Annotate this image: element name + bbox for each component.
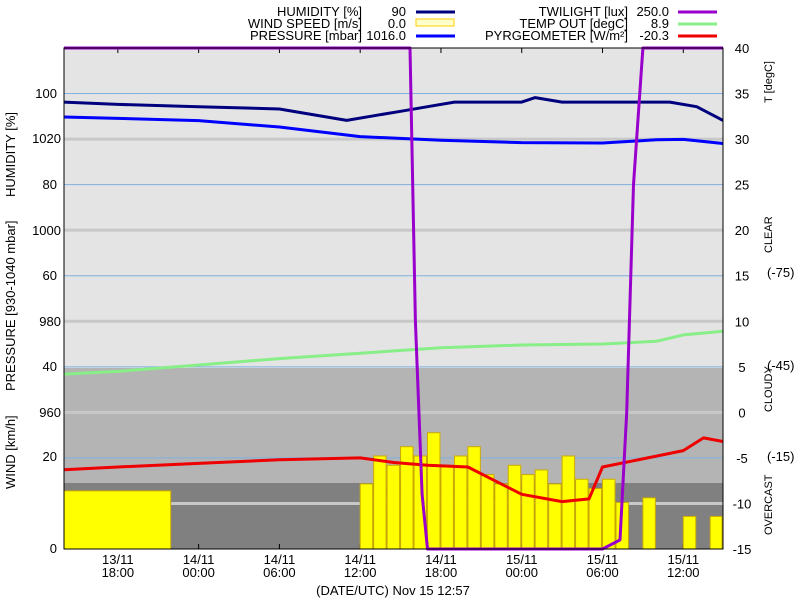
wind-bar: [642, 497, 656, 550]
legend-pyrgeometer-name: PYRGEOMETER [W/m²]: [485, 28, 628, 43]
legend-wind-swatch: [415, 18, 455, 27]
x-tick-date: 14/11: [183, 552, 215, 567]
temp-tick: 0: [738, 405, 745, 420]
wind-bar: [682, 515, 697, 550]
temp-tick: 20: [735, 223, 749, 238]
x-tick-time: 12:00: [667, 565, 700, 580]
pressure-tick-1020: 1020: [32, 131, 61, 146]
temp-tick: 30: [735, 132, 749, 147]
temp-tick: 35: [735, 87, 749, 102]
temp-tick: -10: [733, 496, 752, 511]
x-tick-date: 14/11: [264, 552, 296, 567]
left-axis-ticks: 100 1020 80 1000 60 980 40 960 20 0: [32, 86, 61, 556]
pressure-tick-1000: 1000: [32, 223, 61, 238]
wind-bar: [480, 474, 495, 550]
humidity-tick-100: 100: [35, 86, 57, 101]
wind-bar: [386, 464, 401, 550]
wind-bar: [575, 478, 589, 550]
temperature-axis-label: T [degC]: [763, 61, 775, 103]
legend-right: TWILIGHT [lux] 250.0 TEMP OUT [degC] 8.9…: [485, 4, 717, 43]
plot-frame: [63, 47, 724, 550]
zone-label-cloudy: CLOUDY: [763, 365, 775, 412]
x-tick-time: 06:00: [586, 565, 619, 580]
pressure-tick-980: 980: [39, 314, 61, 329]
temp-tick: 15: [735, 269, 749, 284]
x-tick-time: 18:00: [425, 565, 458, 580]
legend-temp-name: TEMP OUT [degC]: [519, 16, 628, 31]
wind-bar: [507, 464, 522, 550]
legend-twilight-value: 250.0: [636, 4, 669, 19]
humidity-tick-60: 60: [43, 268, 57, 283]
wind-bar: [63, 490, 172, 550]
wind-tick-20: 20: [43, 449, 57, 464]
x-tick-date: 15/11: [506, 552, 538, 567]
wind-speed-bars: [63, 432, 723, 550]
wind-bar: [534, 469, 549, 550]
legend-wind-value: 0.0: [388, 16, 406, 31]
x-tick-time: 12:00: [344, 565, 377, 580]
gridlines: [64, 93, 723, 505]
legend-humidity-value: 90: [392, 4, 406, 19]
wind-bar: [440, 464, 454, 550]
wind-bar: [373, 455, 387, 550]
x-tick-time: 00:00: [182, 565, 215, 580]
zone-label-clear: CLEAR: [763, 216, 775, 253]
wind-bar: [709, 515, 723, 550]
series-line-temp: [63, 329, 724, 376]
x-tick-date: 15/11: [667, 552, 699, 567]
wind-bar: [602, 478, 616, 550]
wind-bar: [494, 483, 508, 550]
x-tick-time: 18:00: [102, 565, 135, 580]
series-line-pyrgeometer: [63, 436, 724, 504]
series-line-pressure: [63, 115, 724, 145]
pressure-tick-960: 960: [39, 405, 61, 420]
x-tick-date: 13/11: [102, 552, 134, 567]
x-tick-date: 14/11: [344, 552, 376, 567]
pyrgeometer-tick-minus-45: (-45): [767, 358, 794, 373]
humidity-axis-label: HUMIDITY [%]: [3, 112, 18, 197]
wind-axis-label: WIND [km/h]: [3, 415, 18, 489]
wind-bar: [467, 446, 481, 550]
temp-tick: 40: [735, 41, 749, 56]
wind-bar: [359, 483, 374, 550]
x-tick-time: 06:00: [263, 565, 296, 580]
legend-left: HUMIDITY [%] 90 WIND SPEED [m/s] 0.0 PRE…: [248, 4, 455, 43]
wind-bar: [521, 474, 535, 550]
temp-tick: 5: [738, 360, 745, 375]
x-tick-time: 00:00: [505, 565, 538, 580]
humidity-tick-80: 80: [43, 177, 57, 192]
series-line-humidity: [63, 96, 724, 122]
legend-twilight-name: TWILIGHT [lux]: [539, 4, 628, 19]
right-axis-ticks: 40 35 30 25 20 15 10 5 0 -5 -10 -15: [733, 41, 752, 557]
pressure-axis-label: PRESSURE [930-1040 mbar]: [3, 220, 18, 391]
x-tick-date: 15/11: [587, 552, 619, 567]
legend-wind-name: WIND SPEED [m/s]: [248, 16, 362, 31]
humidity-tick-40: 40: [43, 359, 57, 374]
x-axis-ticks: 13/1118:0014/1100:0014/1106:0014/1112:00…: [102, 552, 700, 580]
temp-tick: -15: [733, 542, 752, 557]
legend-pressure-value: 1016.0: [366, 28, 406, 43]
legend-humidity-name: HUMIDITY [%]: [277, 4, 362, 19]
temp-tick: -5: [736, 451, 748, 466]
x-axis-label: (DATE/UTC) Nov 15 12:57: [316, 583, 470, 598]
temp-tick: 25: [735, 178, 749, 193]
pyrgeometer-tick-minus-15: (-15): [767, 449, 794, 464]
legend-pressure-name: PRESSURE [mbar]: [250, 28, 362, 43]
temp-tick: 10: [735, 314, 749, 329]
x-tick-date: 14/11: [425, 552, 457, 567]
wind-bar: [453, 455, 468, 550]
legend-pyrgeometer-value: -20.3: [639, 28, 669, 43]
zone-label-overcast: OVERCAST: [763, 474, 775, 535]
legend-temp-value: 8.9: [651, 16, 669, 31]
wind-bar: [548, 483, 562, 550]
pyrgeometer-tick-minus-75: (-75): [767, 265, 794, 280]
wind-tick-0: 0: [50, 541, 57, 556]
wind-bar: [426, 432, 441, 550]
